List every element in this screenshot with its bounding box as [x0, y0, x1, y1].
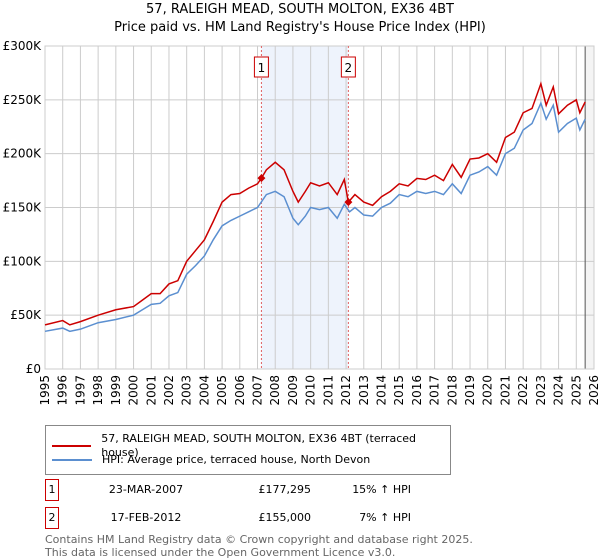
- footer-line-2: This data is licensed under the Open Gov…: [45, 546, 396, 559]
- sale-date: 23-MAR-2007: [108, 483, 184, 496]
- y-tick-label: £250K: [3, 93, 43, 107]
- x-tick-label: 2014: [374, 375, 388, 406]
- x-tick-label: 2006: [233, 375, 247, 406]
- x-tick-label: 2010: [304, 375, 318, 406]
- footer: Contains HM Land Registry data © Crown c…: [45, 533, 473, 559]
- chart-subtitle: Price paid vs. HM Land Registry's House …: [114, 20, 486, 35]
- plot-frame: [44, 45, 595, 370]
- x-tick-label: 2008: [268, 375, 282, 406]
- x-tick-label: 2000: [127, 375, 141, 406]
- table-row: 1 23-MAR-2007 £177,295 15% ↑ HPI: [45, 479, 411, 501]
- chart-title: 57, RALEIGH MEAD, SOUTH MOLTON, EX36 4BT: [146, 2, 454, 17]
- x-tick-label: 2018: [445, 375, 459, 406]
- x-tick-label: 2026: [587, 375, 600, 406]
- sale-point: [344, 198, 353, 207]
- legend-label-property: 57, RALEIGH MEAD, SOUTH MOLTON, EX36 4BT…: [101, 432, 417, 459]
- x-tick-label: 1995: [38, 375, 52, 406]
- sale-marker-box: [340, 56, 356, 78]
- x-tick-label: 2003: [180, 375, 194, 406]
- x-tick-label: 2015: [392, 375, 406, 406]
- x-tick-label: 2007: [251, 375, 265, 406]
- x-tick-label: 2025: [569, 375, 583, 406]
- x-tick-label: 2009: [286, 375, 300, 406]
- x-tick-label: 2020: [481, 375, 495, 406]
- y-tick-label: £100K: [3, 254, 43, 268]
- x-tick-label: 2004: [197, 375, 211, 406]
- x-tick-label: 2019: [463, 375, 477, 406]
- x-tick-label: 1999: [109, 375, 123, 406]
- sale-marker-label: 2: [345, 61, 353, 75]
- legend-blue-line: [52, 459, 92, 461]
- x-tick-label: 1996: [56, 375, 70, 406]
- sale-marker-box: [253, 56, 269, 78]
- y-tick-label: £50K: [10, 308, 42, 322]
- sale-hpi-diff: 15% ↑ HPI: [352, 483, 411, 496]
- legend-red-line: [52, 445, 92, 447]
- legend-label-hpi: HPI: Average price, terraced house, Nort…: [102, 453, 371, 466]
- x-tick-label: 1998: [91, 375, 105, 406]
- x-tick-label: 2012: [339, 375, 353, 406]
- price-chart: 1995 1996 1997 1998 1999 2000 2001 2002 2003 2004…: [3, 39, 600, 406]
- x-tick-label: 2005: [215, 375, 229, 406]
- x-tick-label: 2024: [552, 375, 566, 406]
- sale-point: [257, 174, 266, 183]
- x-tick-label: 1997: [73, 375, 87, 406]
- sale-hpi-diff: 7% ↑ HPI: [359, 511, 411, 524]
- footer-line-1: Contains HM Land Registry data © Crown c…: [45, 533, 473, 546]
- sale-price: £155,000: [258, 511, 312, 524]
- x-tick-label: 2017: [428, 375, 442, 406]
- x-tick-label: 2021: [498, 375, 512, 406]
- sale-marker-label: 1: [258, 61, 266, 75]
- x-tick-label: 2002: [162, 375, 176, 406]
- y-tick-label: £200K: [3, 147, 43, 161]
- legend: 57, RALEIGH MEAD, SOUTH MOLTON, EX36 4BT…: [45, 425, 451, 475]
- x-tick-label: 2016: [410, 375, 424, 406]
- x-tick-label: 2013: [357, 375, 371, 406]
- sale-number-badge: 1: [45, 479, 59, 501]
- sale-date: 17-FEB-2012: [110, 511, 182, 524]
- x-tick-label: 2011: [321, 375, 335, 406]
- y-tick-label: £150K: [3, 201, 43, 215]
- x-tick-label: 2001: [144, 375, 158, 406]
- table-row: 2 17-FEB-2012 £155,000 7% ↑ HPI: [45, 507, 411, 529]
- hpi-line: [44, 100, 586, 333]
- y-tick-label: £300K: [3, 39, 43, 53]
- x-tick-label: 2022: [516, 375, 530, 406]
- sale-price: £177,295: [258, 483, 312, 496]
- sale-number-badge: 2: [45, 507, 59, 529]
- x-tick-label: 2023: [534, 375, 548, 406]
- property-price-line: [44, 81, 586, 326]
- y-tick-label: £0: [26, 362, 41, 376]
